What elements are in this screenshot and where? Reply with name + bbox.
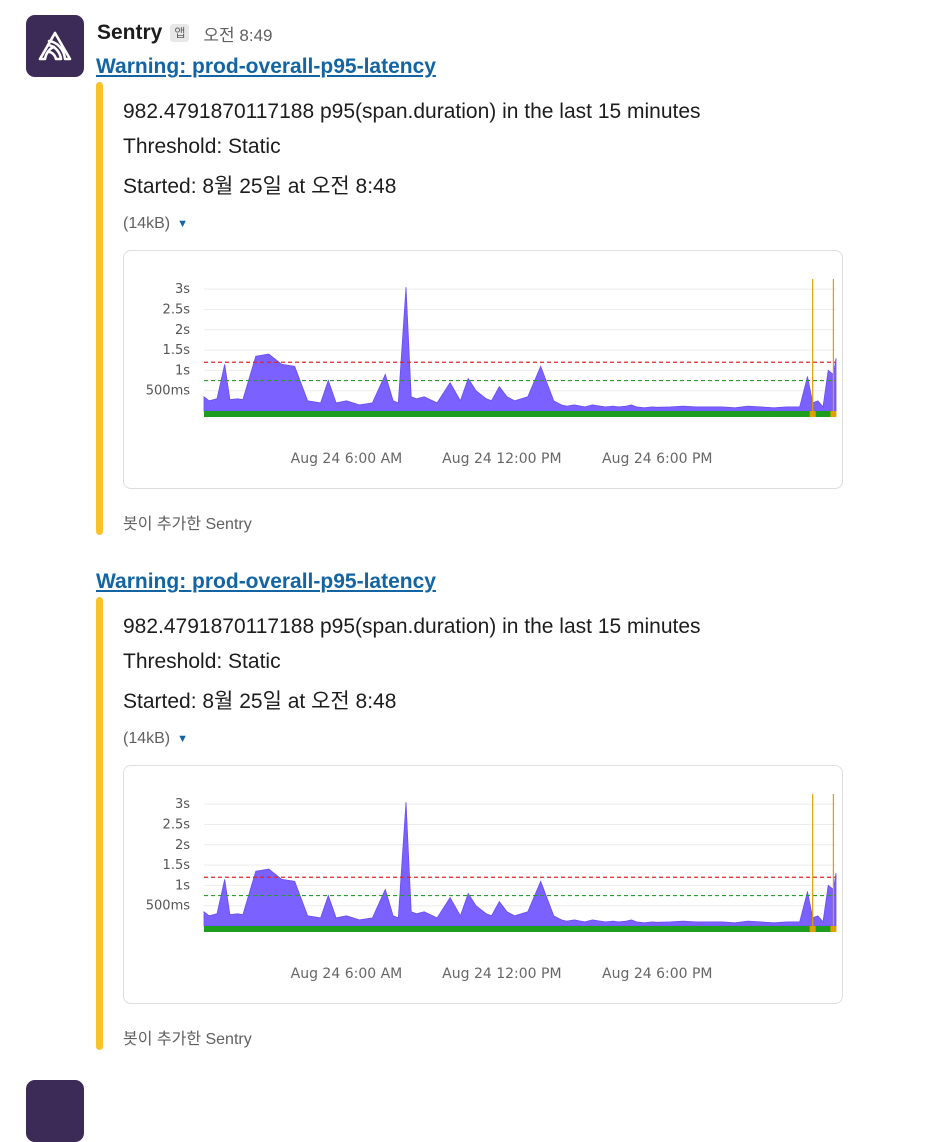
- event-marker-band: [809, 411, 816, 417]
- latency-chart: 500ms 1s 1.5s 2s 2.5s 3s 5940619226 Aug 24 6:00…: [146, 794, 842, 982]
- x-tick-label: Aug 24 12:00 PM: [442, 966, 561, 982]
- x-tick-label: Aug 24 6:00 PM: [602, 966, 712, 982]
- y-tick-label: 2s: [175, 838, 190, 853]
- y-tick-label: 2s: [175, 323, 190, 338]
- alert-started-text: Started: 8월 25일 at 오전 8:48: [123, 175, 397, 198]
- x-tick-label: Aug 24 6:00 AM: [291, 451, 403, 467]
- y-tick-label: 500ms: [146, 899, 190, 914]
- app-badge: 앱: [170, 24, 190, 42]
- y-tick-label: 1s: [175, 363, 190, 378]
- y-tick-label: 1.5s: [163, 858, 191, 873]
- p95-latency-series: [203, 802, 837, 927]
- chart-image[interactable]: 500ms 1s 1.5s 2s 2.5s 3s 5940619226 Aug 24 6:00…: [123, 250, 843, 489]
- event-marker-label: 5940619226: [839, 289, 842, 355]
- event-marker-band: [809, 926, 816, 932]
- y-tick-label: 2.5s: [163, 817, 191, 832]
- alert-started-text: Started: 8월 25일 at 오전 8:48: [123, 690, 397, 713]
- bot-footer: 봇이 추가한 Sentry: [123, 516, 252, 533]
- event-marker-band: [830, 411, 837, 417]
- alert-title-link[interactable]: Warning: prod-overall-p95-latency: [96, 55, 436, 78]
- alert-title-link[interactable]: Warning: prod-overall-p95-latency: [96, 570, 436, 593]
- attachment-accent-bar: [96, 82, 103, 535]
- x-tick-label: Aug 24 6:00 AM: [291, 966, 403, 982]
- alert-metric-text: 982.4791870117188 p95(span.duration) in …: [123, 615, 701, 638]
- attachment-size-toggle[interactable]: (14kB) ▼: [123, 215, 188, 233]
- sentry-logo-icon: [38, 31, 72, 61]
- alert-metric-text: 982.4791870117188 p95(span.duration) in …: [123, 100, 701, 123]
- status-band: [204, 411, 836, 417]
- sentry-avatar[interactable]: [26, 15, 84, 77]
- event-marker-label: 5940619226: [839, 804, 842, 870]
- bot-footer: 봇이 추가한 Sentry: [123, 1031, 252, 1048]
- attachment-size: (14kB): [123, 215, 171, 232]
- attachment-accent-bar: [96, 597, 103, 1050]
- message-timestamp[interactable]: 오전 8:49: [203, 25, 273, 45]
- p95-latency-series: [203, 287, 837, 412]
- y-tick-label: 3s: [175, 282, 190, 297]
- alert-threshold-text: Threshold: Static: [123, 650, 281, 673]
- next-message-avatar[interactable]: [26, 1080, 84, 1142]
- message-header: Sentry 앱 오전 8:49: [97, 18, 273, 48]
- y-tick-label: 3s: [175, 797, 190, 812]
- y-tick-label: 1.5s: [163, 343, 191, 358]
- y-tick-label: 2.5s: [163, 302, 191, 317]
- attachment-size-toggle[interactable]: (14kB) ▼: [123, 730, 188, 748]
- event-marker-band: [830, 926, 837, 932]
- y-tick-label: 500ms: [146, 384, 190, 399]
- caret-down-icon: ▼: [177, 218, 189, 230]
- chart-image[interactable]: 500ms 1s 1.5s 2s 2.5s 3s 5940619226 Aug 24 6:00…: [123, 765, 843, 1004]
- latency-chart: 500ms 1s 1.5s 2s 2.5s 3s 5940619226 Aug 24 6:00…: [146, 279, 842, 467]
- x-tick-label: Aug 24 6:00 PM: [602, 451, 712, 467]
- x-tick-label: Aug 24 12:00 PM: [442, 451, 561, 467]
- alert-threshold-text: Threshold: Static: [123, 135, 281, 158]
- status-band: [204, 926, 836, 932]
- sender-name[interactable]: Sentry: [97, 21, 163, 44]
- y-tick-label: 1s: [175, 878, 190, 893]
- attachment-size: (14kB): [123, 730, 171, 747]
- caret-down-icon: ▼: [177, 733, 189, 745]
